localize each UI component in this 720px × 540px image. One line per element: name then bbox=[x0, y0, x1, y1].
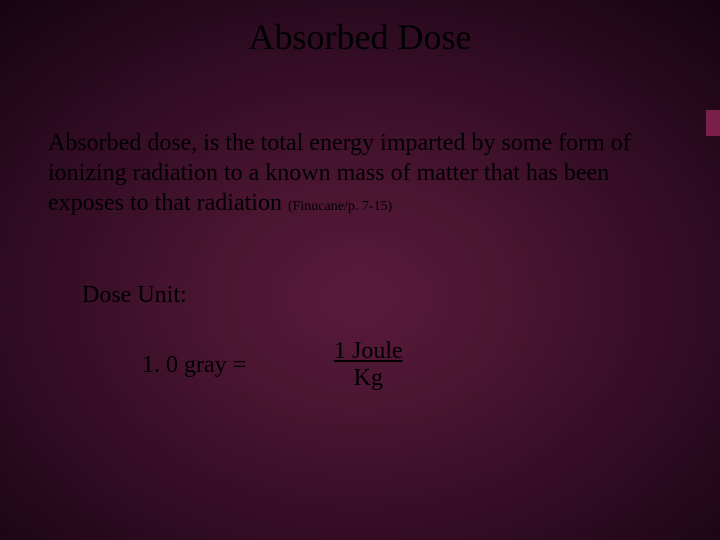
accent-bar bbox=[706, 110, 720, 136]
equation-left-side: 1. 0 gray = bbox=[142, 352, 246, 379]
fraction-denominator: Kg bbox=[332, 365, 405, 392]
dose-unit-label: Dose Unit: bbox=[82, 282, 187, 309]
equation-fraction: 1 Joule Kg bbox=[332, 338, 405, 392]
citation-text: (Finucane/p. 7-15) bbox=[288, 199, 392, 214]
slide-container: Absorbed Dose Absorbed dose, is the tota… bbox=[0, 0, 720, 540]
fraction-numerator: 1 Joule bbox=[332, 338, 405, 365]
definition-paragraph: Absorbed dose, is the total energy impar… bbox=[48, 128, 660, 218]
slide-title: Absorbed Dose bbox=[0, 16, 720, 58]
